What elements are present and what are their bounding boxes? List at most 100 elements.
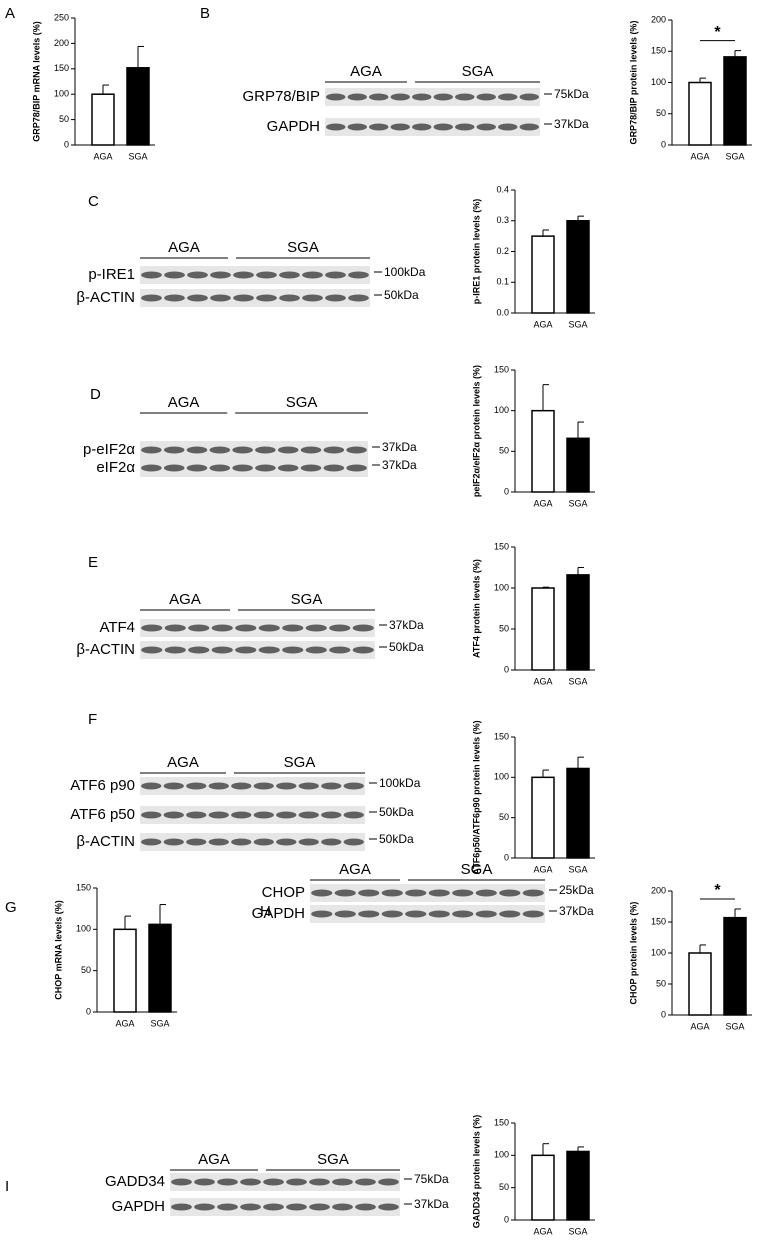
blot-band [210,271,231,279]
bar [113,928,137,1013]
group-label: AGA [339,861,371,878]
blot-band [323,464,345,472]
blot-band [369,93,389,101]
blot-band [231,838,252,846]
blot-band [302,271,323,279]
panel-letter: F [88,711,97,728]
blot-band [452,889,474,897]
bar [566,437,590,493]
blot-band [348,271,369,279]
blot-label: ATF6 p50 [70,806,135,823]
blot-label: GRP78/BIP [242,88,320,105]
blot-label: p-eIF2α [83,441,135,458]
blot-label: GADD34 [105,1173,165,1190]
bar [531,587,555,671]
blot-band [381,889,403,897]
blot-band [233,294,254,302]
y-axis-label: peIF2α/eIF2α protein levels (%) [471,365,481,497]
blot-band [208,811,229,819]
group-label: SGA [317,1151,349,1168]
blot-band [141,624,163,632]
blot-band [163,464,185,472]
blot-band [258,624,280,632]
blot-band [164,271,185,279]
bar [566,1150,590,1221]
blot-band [255,446,276,454]
x-tick-label: SGA [725,1021,744,1031]
x-tick-label: AGA [93,151,112,161]
x-tick-label: AGA [533,1226,552,1236]
blot-band [171,1203,192,1211]
blot-band [325,294,346,302]
blot-band [405,889,427,897]
blot-band [141,271,162,279]
blot-strip [140,777,365,795]
blot-band [347,93,367,101]
blot-band [358,910,380,918]
y-tick-label: 150 [76,882,91,892]
kda-label: 37kDa [559,904,594,918]
blot-band [231,782,252,790]
group-label: AGA [167,754,199,771]
blot-band [231,811,252,819]
blot-strip [140,441,368,459]
group-label: AGA [168,239,200,256]
blot-band [298,782,319,790]
blot-band [210,294,231,302]
x-tick-label: SGA [150,1018,169,1028]
y-tick-label: 250 [54,12,69,22]
kda-label: 25kDa [559,883,594,897]
bar [723,56,747,146]
blot-band [452,910,474,918]
blot-band [277,464,299,472]
blot-band [141,811,162,819]
blot-band [164,624,186,632]
blot-band [298,811,319,819]
bar [91,93,115,146]
bar [688,81,712,146]
panel-letter: D [90,386,101,403]
kda-label: 37kDa [414,1197,449,1211]
y-tick-label: 50 [499,623,509,633]
blot-band [475,910,497,918]
y-tick-label: 150 [494,1117,509,1127]
blot-label: β-ACTIN [76,289,135,306]
blot-band [326,123,346,131]
y-axis-label: CHOP mRNA levels (%) [53,900,63,1000]
blot-band [211,624,233,632]
blot-label: CHOP [262,884,305,901]
blot-band [343,838,364,846]
blot-band [298,838,319,846]
bar [126,67,150,146]
blot-band [405,910,427,918]
y-tick-label: 0.2 [496,246,509,256]
blot-band [240,1203,261,1211]
y-tick-label: 0.1 [496,277,509,287]
blot-band [498,93,518,101]
blot-band [276,782,297,790]
blot-band [522,889,544,897]
blot-band [352,624,374,632]
y-axis-label: GADD34 protein levels (%) [471,1115,481,1229]
y-axis-label: CHOP protein levels (%) [628,902,638,1005]
panel-letter: A [5,5,15,22]
y-axis-label: ATF6p50/ATF6p90 protein levels (%) [471,720,481,874]
kda-label: 100kDa [379,776,421,790]
blot-band [378,1203,399,1211]
blot-band [329,624,351,632]
blot-band [233,271,254,279]
y-tick-label: 100 [494,582,509,592]
y-tick-label: 200 [54,38,69,48]
blot-strip [325,88,540,106]
blot-band [164,294,185,302]
blot-band [211,646,233,654]
y-tick-label: 150 [54,63,69,73]
y-tick-label: 100 [54,89,69,99]
blot-band [305,624,327,632]
blot-strip [140,806,365,824]
x-tick-label: AGA [533,864,552,874]
x-tick-label: AGA [533,676,552,686]
blot-band [277,446,299,454]
blot-band [286,1203,307,1211]
